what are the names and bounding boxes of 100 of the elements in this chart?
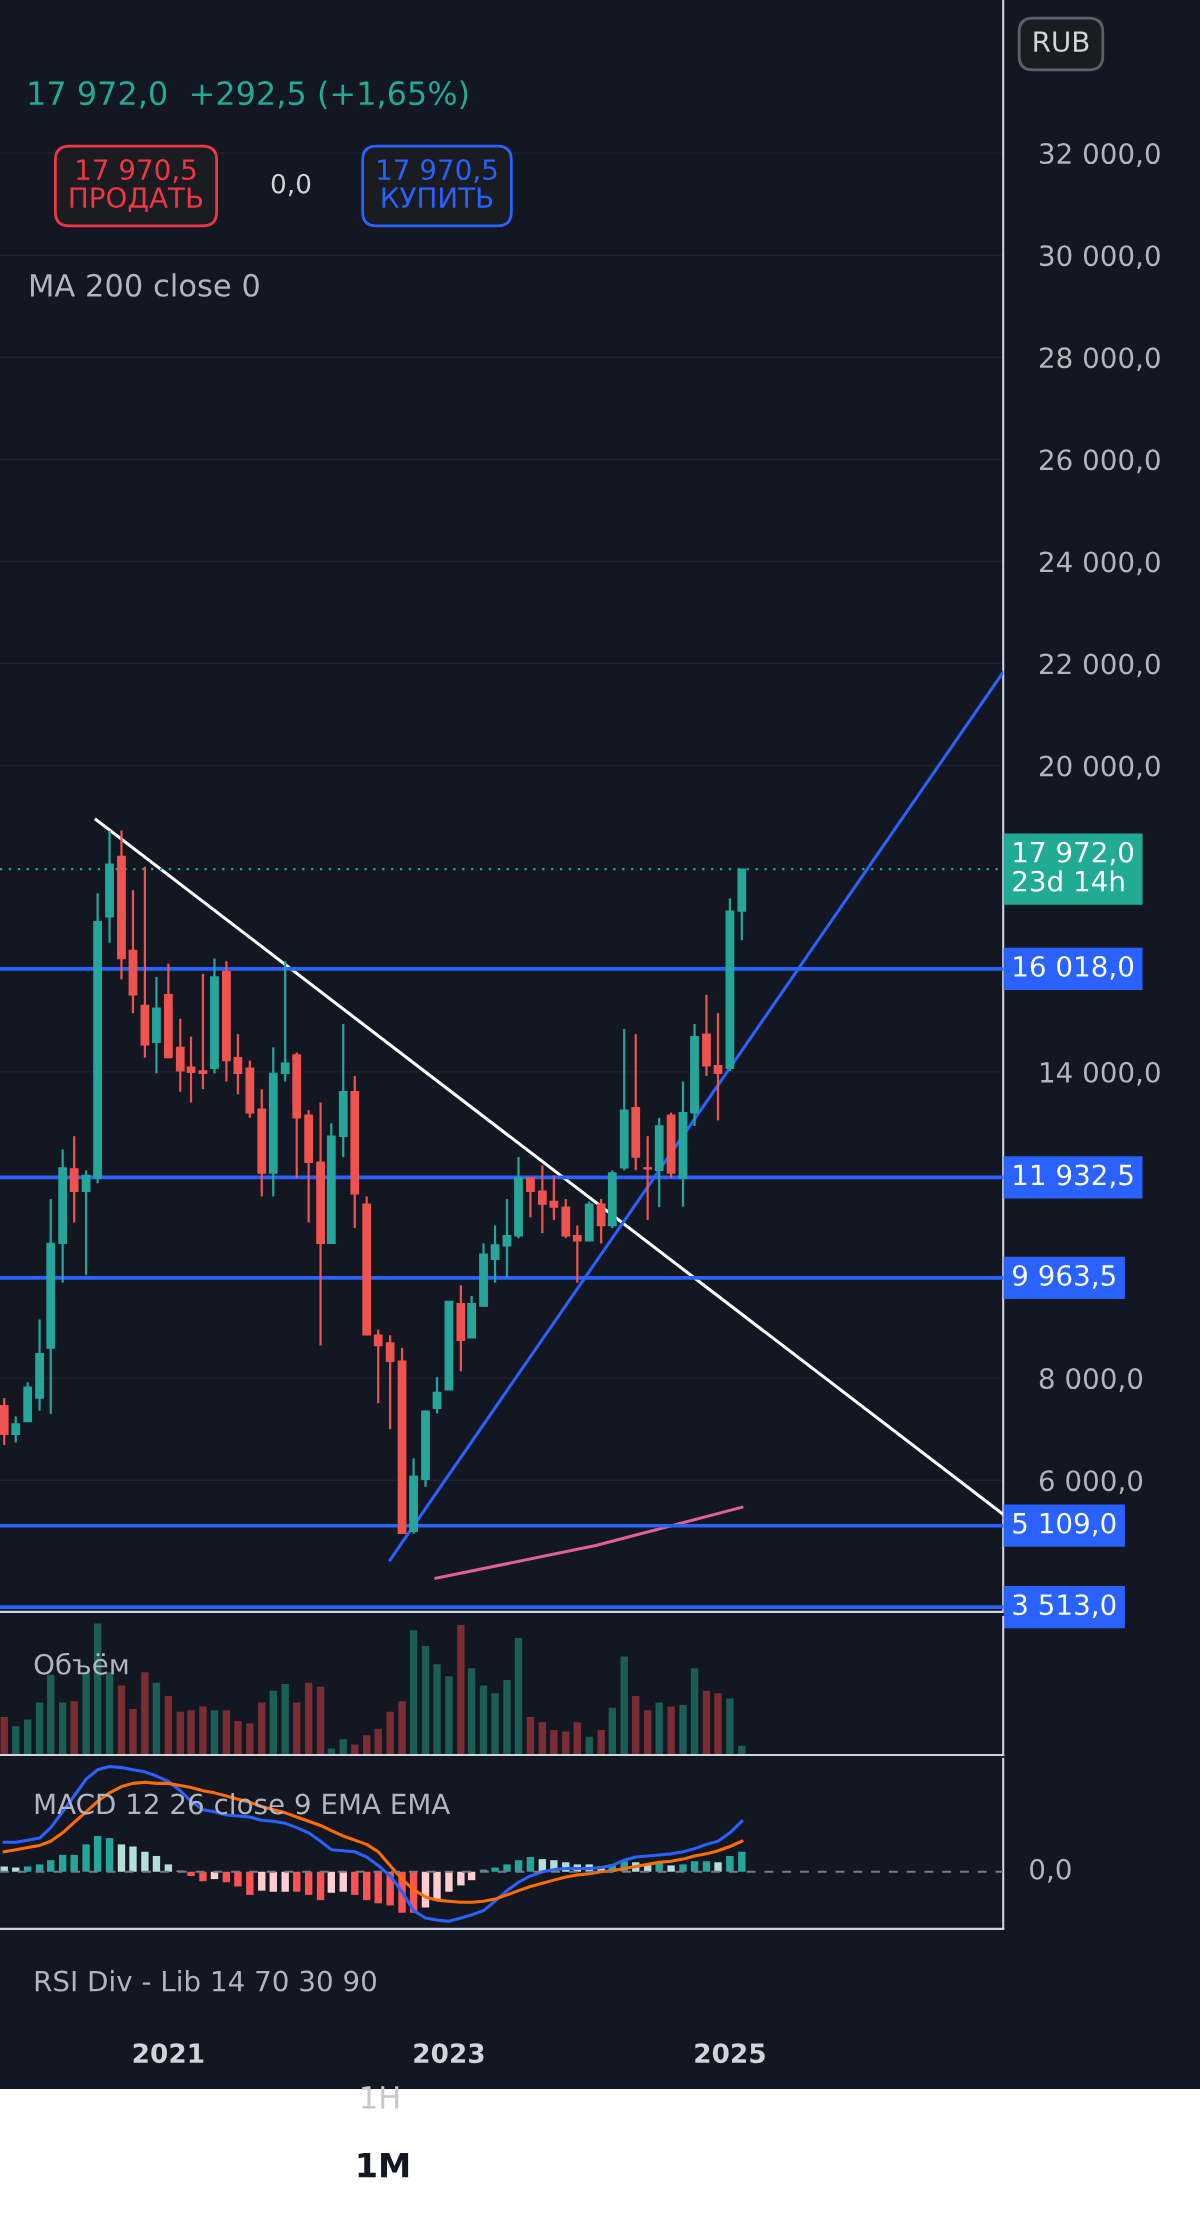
bar xyxy=(35,1702,44,1756)
bar xyxy=(374,1728,382,1756)
candlestick xyxy=(81,1169,91,1277)
annotation: 17 972,0 +292,5 (+1,65%) xyxy=(29,80,468,110)
candlestick xyxy=(373,1328,383,1405)
bar xyxy=(210,1710,219,1756)
bar xyxy=(293,1871,301,1892)
bar xyxy=(573,1722,582,1756)
bar xyxy=(304,1871,313,1895)
ref-line-label: 17 972,0 23d 14h xyxy=(1013,841,1134,892)
x-tick-label: 2021 xyxy=(133,2043,204,2064)
bar xyxy=(222,1871,231,1883)
annotation: MA 200 close 0 xyxy=(31,273,259,297)
bar xyxy=(690,1668,699,1756)
bar xyxy=(726,1855,734,1872)
y-tick-label: 8 000,0 xyxy=(1039,1368,1143,1392)
y-tick-label: 28 000,0 xyxy=(1039,347,1160,372)
bar xyxy=(597,1730,605,1756)
bar xyxy=(479,1685,488,1756)
bar xyxy=(702,1690,711,1756)
text: RSI Div - Lib 14 70 30 90 xyxy=(35,1970,376,1992)
bar xyxy=(58,1702,67,1756)
bar xyxy=(351,1871,359,1895)
bar xyxy=(187,1710,195,1756)
ref-line-label: 3 513,0 xyxy=(1013,1594,1116,1619)
bar xyxy=(164,1695,173,1756)
candlestick xyxy=(198,972,208,1091)
bar xyxy=(526,1716,535,1756)
bar xyxy=(58,1854,67,1872)
ref-line-label: 11 932,5 xyxy=(1014,1164,1133,1189)
bar xyxy=(164,1864,173,1872)
candlestick xyxy=(572,1224,582,1284)
candlestick xyxy=(233,1033,243,1096)
bar xyxy=(234,1871,242,1887)
bar xyxy=(738,1851,746,1872)
y-tick-label: 14 000,0 xyxy=(1040,1061,1160,1086)
candlestick xyxy=(11,1415,21,1444)
bar xyxy=(281,1871,289,1892)
bar xyxy=(738,1745,746,1756)
bar xyxy=(445,1871,453,1892)
ref-line-label: 5 109,0 xyxy=(1013,1512,1116,1537)
bar xyxy=(12,1726,20,1756)
bar xyxy=(514,1860,523,1872)
bar xyxy=(667,1865,675,1872)
text: RUB xyxy=(1034,31,1089,53)
bar xyxy=(608,1707,616,1756)
bar xyxy=(714,1862,722,1872)
bar xyxy=(503,1864,511,1872)
bar xyxy=(105,1838,114,1872)
bar xyxy=(199,1706,207,1756)
x-tick-label: 2025 xyxy=(695,2043,765,2064)
bar xyxy=(70,1854,78,1872)
bar xyxy=(457,1624,465,1756)
bar xyxy=(726,1698,734,1756)
bar xyxy=(23,1719,32,1756)
bar xyxy=(550,1730,558,1756)
bar xyxy=(503,1680,511,1756)
y-tick-label: 6 000,0 xyxy=(1039,1470,1143,1494)
bar xyxy=(258,1871,266,1891)
ref-line-label: 0,0 xyxy=(1030,1858,1071,1883)
bar xyxy=(246,1871,254,1895)
bar xyxy=(667,1706,675,1756)
bar xyxy=(562,1731,570,1756)
bar xyxy=(445,1676,453,1756)
bar xyxy=(47,1674,55,1756)
bar xyxy=(129,1709,137,1756)
bar xyxy=(47,1860,55,1872)
bar xyxy=(269,1690,277,1756)
y-tick-label: 30 000,0 xyxy=(1040,245,1160,269)
bar xyxy=(632,1695,640,1756)
candlestick xyxy=(549,1174,559,1222)
candlestick xyxy=(596,1197,606,1245)
y-tick-label: 24 000,0 xyxy=(1039,551,1160,576)
candlestick xyxy=(385,1334,395,1431)
x-tick-label: 2023 xyxy=(414,2043,484,2064)
bar xyxy=(362,1871,371,1901)
bar xyxy=(316,1871,325,1901)
candlestick xyxy=(175,1017,185,1093)
bar xyxy=(643,1710,652,1756)
bar xyxy=(269,1871,277,1892)
annotation: 17 970,5 КУПИТЬ xyxy=(378,159,497,208)
bar xyxy=(526,1857,535,1872)
bar xyxy=(398,1701,406,1756)
bar xyxy=(0,1716,8,1756)
bar xyxy=(316,1686,325,1756)
bar xyxy=(491,1867,499,1872)
y-tick-label: 26 000,0 xyxy=(1039,449,1160,474)
bar xyxy=(679,1705,687,1756)
bar xyxy=(339,1871,347,1892)
bar xyxy=(538,1722,547,1756)
candlestick xyxy=(432,1376,442,1415)
bar xyxy=(327,1871,336,1893)
text: 1H xyxy=(362,2086,399,2109)
candlestick xyxy=(280,960,290,1083)
bar xyxy=(620,1656,628,1756)
bar xyxy=(679,1864,687,1872)
bar xyxy=(421,1645,430,1756)
bar xyxy=(129,1846,137,1872)
bar xyxy=(433,1664,441,1756)
bar xyxy=(199,1871,207,1882)
